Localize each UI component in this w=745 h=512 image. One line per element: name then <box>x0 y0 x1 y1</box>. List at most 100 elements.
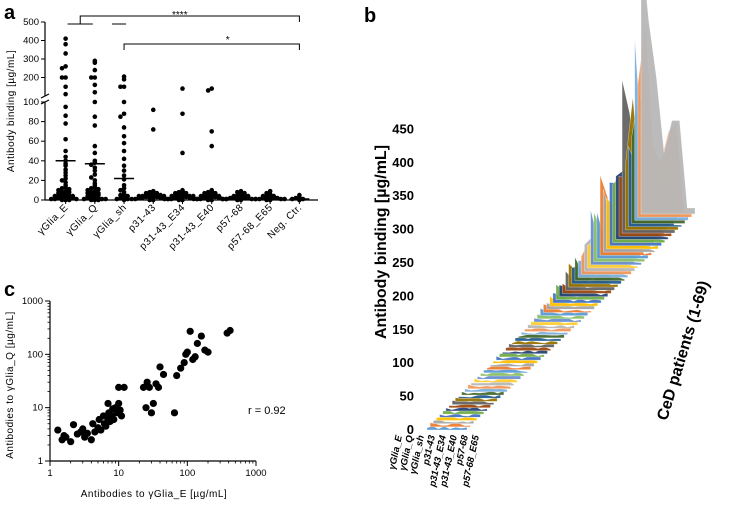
panel-a-data-point <box>191 196 197 202</box>
panel-a-data-point <box>88 75 94 80</box>
panel-a-data-point <box>96 197 101 203</box>
panel-a-data-point <box>63 36 68 41</box>
panel-c-x-tick-label: 10 <box>113 468 124 479</box>
panel-a-data-point <box>121 111 127 117</box>
panel-c-data-point <box>170 409 179 417</box>
panel-a-data-point <box>96 186 101 192</box>
panel-label-a: a <box>4 2 16 24</box>
panel-a-data-point <box>88 175 94 180</box>
panel-c-data-point <box>116 406 124 414</box>
panel-a-data-point <box>63 41 68 47</box>
panel-c-y-tick-label: 10 <box>32 403 43 414</box>
panel-a-data-point <box>224 196 229 202</box>
panel-a-data-point <box>180 111 185 117</box>
panel-c-data-point <box>89 420 97 428</box>
panel-b-chart: Antibody binding [µg/mL] CeD patients (1… <box>373 0 713 489</box>
panel-c-correlation-annotation: r = 0.92 <box>248 405 286 417</box>
panel-c-data-point <box>79 425 87 433</box>
panel-b-patient-ridge <box>489 362 535 367</box>
panel-a-y-tick-label: 0 <box>34 195 39 206</box>
panel-b-y-tick-label: 100 <box>392 355 414 370</box>
panel-c-data-point <box>67 438 75 446</box>
panel-a-y-tick-label: 80 <box>28 117 39 128</box>
panel-a-data-point <box>59 185 65 191</box>
panel-a-y-tick-label: 300 <box>23 54 39 65</box>
panel-a-data-point <box>66 197 72 203</box>
panel-c-data-point <box>154 383 163 391</box>
panel-a-y-tick-label: 40 <box>28 156 39 167</box>
panel-c-data-point <box>156 363 164 371</box>
panel-a-data-point <box>92 184 98 190</box>
panel-c-data-point <box>104 399 112 408</box>
panel-b-patient-ridge <box>511 340 558 345</box>
panel-a-data-point <box>59 65 65 71</box>
panel-a-data-point <box>92 67 98 73</box>
panel-a-data-point <box>63 75 68 80</box>
panel-a-data-point <box>63 113 68 119</box>
panel-a-data-point <box>150 107 156 113</box>
panel-a-data-point <box>63 64 68 69</box>
panel-a-data-point <box>118 187 123 193</box>
panel-b-y-tick-label: 250 <box>392 255 414 270</box>
panel-a-data-point <box>121 134 127 139</box>
panel-a-data-point <box>209 86 215 91</box>
panel-a-significance-label: **** <box>172 10 188 21</box>
panel-c-data-point <box>97 426 105 434</box>
panel-c-data-point <box>54 426 62 434</box>
panel-a-data-point <box>114 196 120 202</box>
panel-a-data-point <box>253 196 259 202</box>
panel-a-data-point <box>92 172 98 177</box>
panel-a-data-point <box>121 99 127 105</box>
panel-a-data-point <box>63 51 68 56</box>
panel-c-x-tick-label: 1 <box>47 468 52 479</box>
panel-c-data-point <box>145 383 153 391</box>
panel-a-data-point <box>150 127 156 132</box>
panel-a-data-point <box>92 75 98 80</box>
panel-c-data-point <box>183 348 191 356</box>
panel-b-y-tick-label: 50 <box>400 389 414 404</box>
panel-a-data-point <box>176 197 182 203</box>
panel-c-y-tick-label: 1 <box>38 456 43 467</box>
panel-a-data-point <box>147 197 152 203</box>
panel-a-data-point <box>121 84 127 90</box>
panel-a-data-point <box>63 197 68 203</box>
panel-b-patient-ridge <box>480 371 525 377</box>
panel-c-data-point <box>186 327 194 335</box>
panel-b-patient-ridge <box>496 355 541 361</box>
panel-a-data-point <box>88 185 94 191</box>
panel-a-data-point <box>118 84 123 90</box>
panel-c-data-point <box>197 332 205 340</box>
panel-a-data-point <box>282 196 287 202</box>
panel-a-data-point <box>180 150 185 156</box>
panel-a-data-point <box>88 197 94 203</box>
panel-a-data-point <box>92 60 98 65</box>
panel-a-data-point <box>63 184 68 190</box>
panel-c-data-point <box>102 422 110 430</box>
panel-c-data-point <box>173 371 181 380</box>
panel-a-data-point <box>63 91 68 97</box>
panel-a-data-point <box>59 75 65 80</box>
panel-c-data-point <box>191 353 199 361</box>
panel-b-patient-ridge <box>508 342 555 348</box>
panel-b-y-axis-label: Antibody binding [µg/mL] <box>373 145 390 339</box>
panel-a-data-point <box>121 77 127 82</box>
panel-a-data-point <box>180 197 185 203</box>
panel-c-data-point <box>87 436 95 444</box>
panel-c-data-point <box>83 429 91 437</box>
panel-c-x-axis-label: Antibodies to γGlia_E [µg/mL] <box>81 489 227 500</box>
panel-c-data-point <box>226 326 234 335</box>
panel-a-data-point <box>205 197 211 203</box>
panel-a-data-point <box>92 82 98 88</box>
panel-b-patients-label: CeD patients (1-69) <box>654 279 713 423</box>
panel-c-chart: Antibodies to γGlia_Q [µg/mL] Antibodies… <box>5 296 286 500</box>
panel-c-data-point <box>69 421 78 429</box>
panel-a-data-point <box>195 196 200 202</box>
panel-c-y-tick-label: 1000 <box>22 296 43 307</box>
panel-a-significance-label: * <box>226 35 230 46</box>
panel-c-data-point <box>159 370 168 379</box>
panel-a-data-point <box>63 148 68 154</box>
panel-a-data-point <box>85 195 90 201</box>
panel-a-data-point <box>121 168 127 173</box>
panel-a-data-point <box>63 104 68 110</box>
